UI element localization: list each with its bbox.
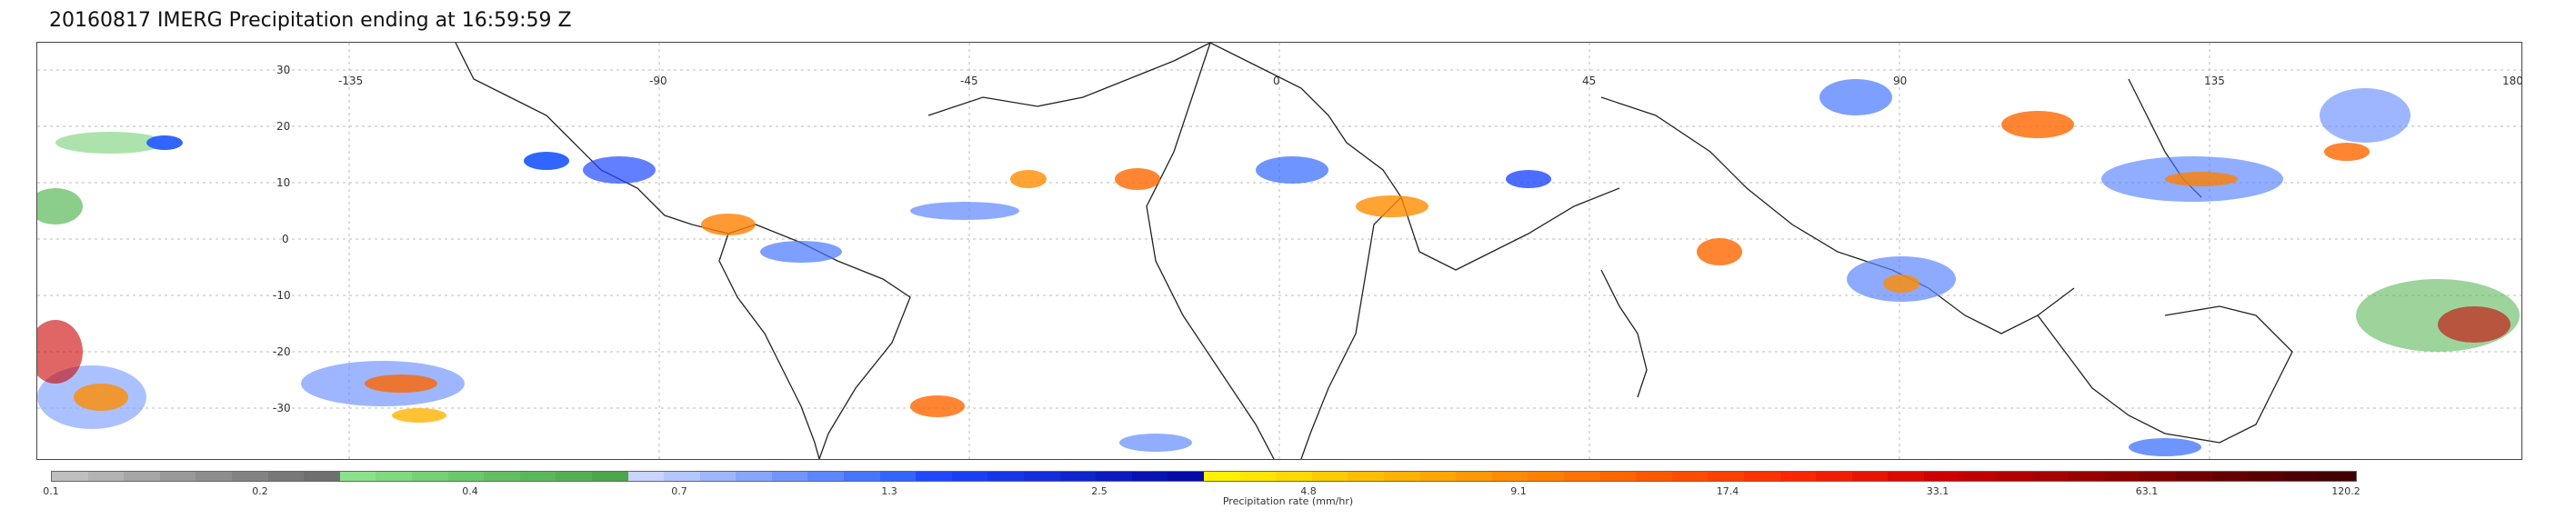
colorbar-segment [1923, 472, 1960, 481]
colorbar-segment [2068, 472, 2104, 481]
colorbar-segment [1348, 472, 1384, 481]
colorbar-segment [1131, 472, 1168, 481]
colorbar-tick: 33.1 [1926, 485, 1950, 497]
colorbar-segment [556, 472, 592, 481]
colorbar-segment [231, 472, 268, 481]
colorbar-segment [2103, 472, 2140, 481]
colorbar-segment [2140, 472, 2177, 481]
lon-label: 180 [2502, 75, 2523, 87]
colorbar-segment [195, 472, 232, 481]
lon-label: 135 [2204, 75, 2225, 87]
colorbar-tick: 0.4 [462, 485, 478, 497]
colorbar-segment [1779, 472, 1817, 481]
lat-label: -20 [273, 345, 291, 358]
colorbar-tick: 0.7 [671, 485, 687, 497]
colorbar-segment [987, 472, 1025, 481]
colorbar-segment [267, 472, 305, 481]
colorbar-segment [1491, 472, 1529, 481]
lat-label: 0 [282, 233, 289, 245]
colorbar-segment [1563, 472, 1600, 481]
colorbar-segment [2211, 472, 2249, 481]
colorbar-segment [1096, 472, 1132, 481]
colorbar-segment [52, 472, 88, 481]
colorbar-tick: 17.4 [1716, 485, 1739, 497]
colorbar-segment [2248, 472, 2284, 481]
lon-label: 45 [1582, 75, 1597, 87]
colorbar-segment [1276, 472, 1312, 481]
colorbar-segment [159, 472, 196, 481]
colorbar-tick: 4.8 [1300, 485, 1317, 497]
colorbar-tick: 63.1 [2135, 485, 2159, 497]
colorbar-segment [1708, 472, 1744, 481]
colorbar-tick: 120.2 [2331, 485, 2360, 497]
colorbar-segment [1888, 472, 1924, 481]
colorbar-segment [2031, 472, 2069, 481]
lon-label: 90 [1893, 75, 1908, 87]
colorbar-segment [1671, 472, 1709, 481]
colorbar-segment [1059, 472, 1097, 481]
colorbar-segment [1960, 472, 1997, 481]
colorbar-segment [1456, 472, 1492, 481]
colorbar-segment [1311, 472, 1348, 481]
lon-label: 0 [1273, 75, 1280, 87]
colorbar-segment [2283, 472, 2320, 481]
lat-label: -30 [273, 402, 291, 414]
precipitation-features [28, 79, 2520, 456]
colorbar-tick: 0.1 [43, 485, 59, 497]
colorbar-segment [2320, 472, 2356, 481]
map-title: 20160817 IMERG Precipitation ending at 1… [49, 9, 572, 32]
colorbar-tick: 1.3 [881, 485, 897, 497]
colorbar-segment [1528, 472, 1564, 481]
colorbar-segment [2176, 472, 2212, 481]
lon-label: -45 [960, 75, 978, 87]
colorbar-segment [1816, 472, 1852, 481]
colorbar-segment [1743, 472, 1780, 481]
colorbar-segment [304, 472, 340, 481]
colorbar-segment [844, 472, 880, 481]
colorbar [51, 471, 2357, 482]
colorbar-segment [87, 472, 125, 481]
lat-label: -10 [273, 289, 291, 302]
colorbar-segment [1851, 472, 1889, 481]
precipitation-map [28, 42, 2522, 460]
lat-label: 10 [276, 176, 291, 189]
map-canvas [28, 42, 2521, 460]
colorbar-tick: 2.5 [1091, 485, 1108, 497]
colorbar-segment [951, 472, 988, 481]
colorbar-segment [807, 472, 845, 481]
colorbar-segment [771, 472, 808, 481]
colorbar-segment [1168, 472, 1204, 481]
colorbar-segment [664, 472, 700, 481]
colorbar-segment [591, 472, 628, 481]
colorbar-segment [699, 472, 737, 481]
colorbar-segment [376, 472, 412, 481]
colorbar-segment [1204, 472, 1240, 481]
colorbar-segment [1636, 472, 1672, 481]
colorbar-tick: 0.2 [252, 485, 268, 497]
colorbar-segment [879, 472, 917, 481]
colorbar-segment [124, 472, 160, 481]
colorbar-segment [627, 472, 665, 481]
lat-label: 30 [276, 64, 291, 76]
colorbar-tick: 9.1 [1510, 485, 1527, 497]
colorbar-segment [1419, 472, 1457, 481]
colorbar-segment [484, 472, 520, 481]
lon-label: -90 [649, 75, 667, 87]
coastlines [455, 42, 2293, 460]
colorbar-segment [1996, 472, 2032, 481]
colorbar-segment [519, 472, 556, 481]
colorbar-segment [1599, 472, 1637, 481]
colorbar-caption: Precipitation rate (mm/hr) [1222, 495, 1354, 507]
colorbar-segment [916, 472, 952, 481]
lon-label: -135 [338, 75, 364, 87]
colorbar-segment [1239, 472, 1277, 481]
colorbar-segment [447, 472, 485, 481]
colorbar-segment [736, 472, 772, 481]
colorbar-segment [339, 472, 376, 481]
lat-label: 20 [276, 120, 291, 133]
colorbar-segment [411, 472, 448, 481]
colorbar-segment [1383, 472, 1420, 481]
colorbar-segment [1024, 472, 1060, 481]
